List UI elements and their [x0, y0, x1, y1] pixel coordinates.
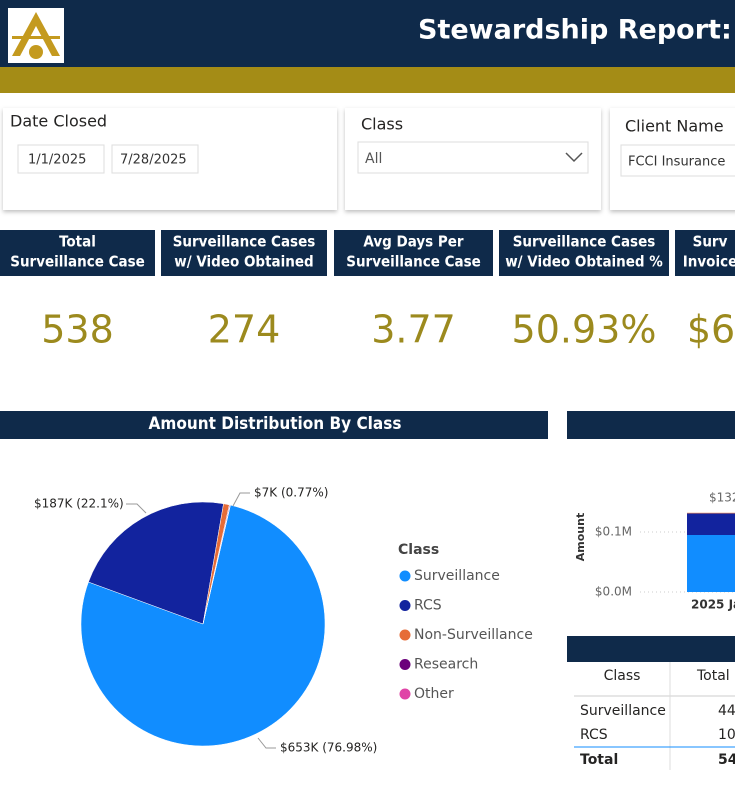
gold-stripe — [0, 67, 735, 93]
leader-line — [257, 737, 276, 749]
logo-bar — [12, 36, 60, 39]
kpi-header — [0, 230, 155, 276]
date-start: 1/1/2025 — [28, 153, 86, 168]
section-header — [0, 411, 548, 439]
kpi-header — [499, 230, 669, 276]
kpi-title: Invoice — [683, 253, 735, 271]
legend-swatch — [399, 659, 411, 670]
chevron — [565, 152, 583, 163]
legend-swatch — [399, 688, 411, 700]
pie-slice — [88, 501, 224, 625]
kpi-value: 50.93% — [512, 308, 657, 352]
leader-line — [126, 503, 147, 514]
date-input[interactable] — [111, 144, 199, 174]
kpi-title: Avg Days Per — [363, 233, 463, 251]
filter-label: Class — [361, 115, 403, 134]
date-input[interactable] — [17, 144, 105, 174]
legend-label: Other — [414, 686, 454, 702]
pie-chart: $653K (76.98%) $187K (22.1%) $7K (0.77%) Cl… — [34, 486, 533, 755]
dropdown-value: FCCI Insurance — [628, 155, 725, 170]
bar-segment — [687, 512, 735, 514]
header-bar — [0, 0, 735, 67]
dropdown-value: All — [365, 151, 382, 167]
y-axis-label: Amount — [574, 513, 587, 561]
report-title: Stewardship Report: Ma — [418, 15, 735, 46]
legend-swatch — [399, 570, 411, 582]
table-col: Class — [604, 668, 641, 684]
logo — [12, 12, 60, 56]
table-col: Total — [696, 668, 730, 684]
kpi-header — [334, 230, 493, 276]
kpi-value: $6 — [687, 308, 735, 352]
data-label: $7K (0.77%) — [254, 486, 328, 500]
annotation: $132 — [709, 491, 735, 505]
kpi-title: Surv — [693, 233, 728, 251]
table-header-bar — [567, 636, 735, 662]
kpi-title: Surveillance Cases — [173, 233, 316, 251]
legend-label: RCS — [414, 598, 442, 614]
filter-label: Date Closed — [10, 112, 107, 131]
kpi-header — [675, 230, 735, 276]
kpi-title: Total — [59, 233, 96, 251]
data-label: $653K (76.98%) — [280, 741, 377, 755]
legend-label: Surveillance — [414, 568, 500, 584]
table-cell: Surveillance — [580, 703, 666, 719]
y-tick-label: $0.1M — [595, 525, 632, 539]
pie-title: Amount Distribution By Class — [149, 414, 402, 434]
kpi-title: Surveillance Case — [346, 253, 481, 271]
kpi-title: Surveillance Case — [10, 253, 145, 271]
pie-slice — [202, 504, 231, 625]
kpi-title: Surveillance Cases — [513, 233, 656, 251]
pie-slice — [80, 504, 326, 747]
section-header — [567, 411, 735, 439]
logo-dot — [29, 45, 43, 59]
bar-segment — [687, 535, 735, 592]
legend-label: Non-Surveillance — [414, 627, 533, 643]
table-cell: RCS — [580, 727, 608, 743]
table-total: 54 — [718, 752, 735, 768]
client-dropdown[interactable] — [620, 144, 735, 177]
kpi-header — [161, 230, 327, 276]
table-cell: 10 — [718, 727, 735, 743]
table-total: Total — [580, 752, 618, 768]
kpi-value: 274 — [208, 308, 281, 352]
data-label: $187K (22.1%) — [34, 497, 124, 511]
class-dropdown[interactable] — [357, 141, 589, 174]
legend-title: Class — [398, 542, 439, 558]
legend-swatch — [399, 629, 411, 641]
table-cell: 44 — [718, 703, 735, 719]
kpi-value: 3.77 — [371, 308, 456, 352]
leader-line — [232, 492, 250, 507]
kpi-title: w/ Video Obtained % — [505, 253, 663, 271]
y-tick-label: $0.0M — [595, 585, 632, 599]
kpi-title: w/ Video Obtained — [174, 253, 313, 271]
kpi-value: 538 — [41, 308, 114, 352]
bar-segment — [687, 513, 735, 535]
legend-label: Research — [414, 657, 478, 673]
x-tick-label: 2025 Ja — [691, 598, 735, 612]
kpi-row: Total Surveillance Case 538 Surveillance Ca… — [0, 230, 735, 352]
date-end: 7/28/2025 — [120, 153, 187, 168]
filter-label: Client Name — [625, 117, 724, 136]
legend-swatch — [399, 600, 411, 611]
bar-chart: $0.0M $0.1M Amount 2025 Ja $132 — [574, 491, 735, 612]
